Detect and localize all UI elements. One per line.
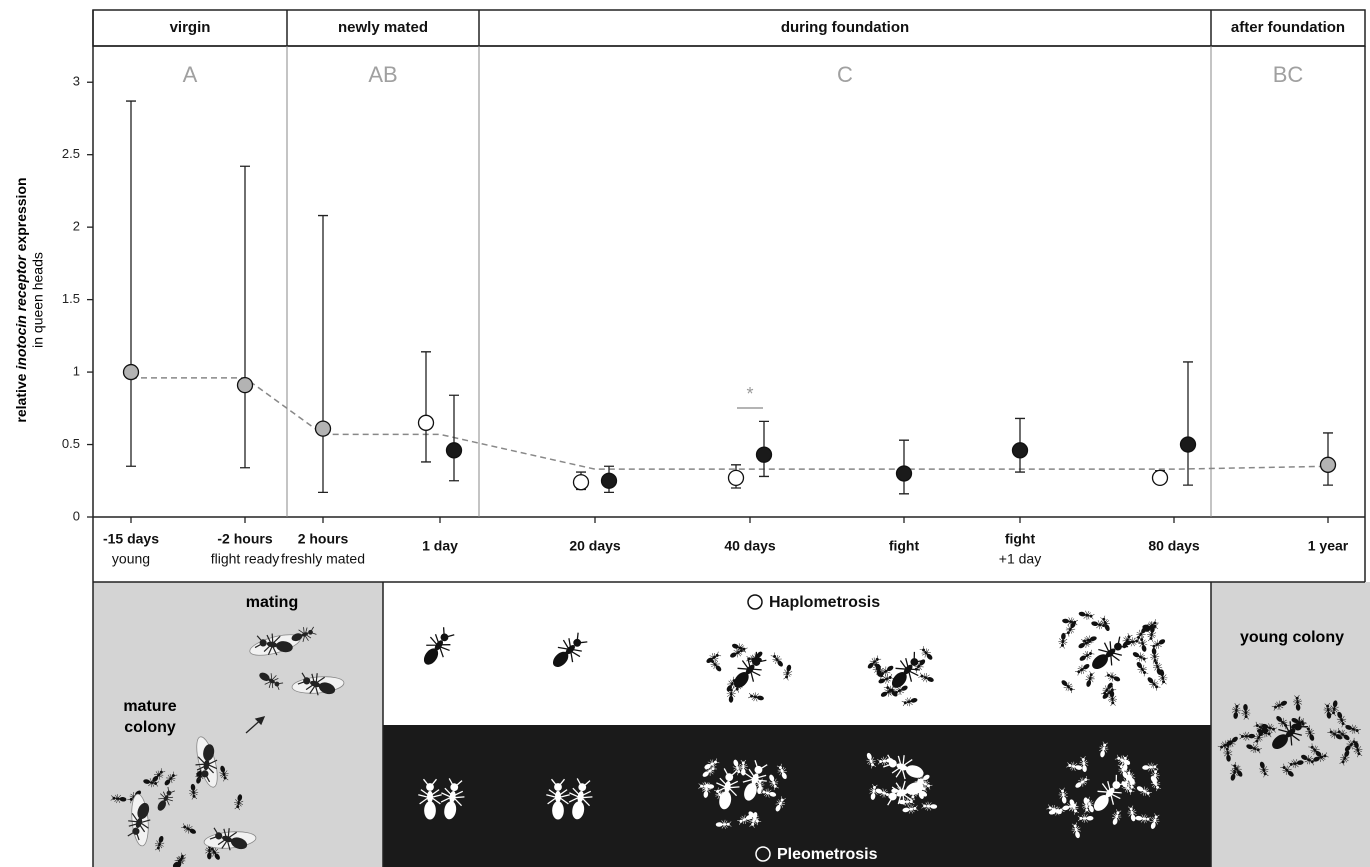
y-axis-label: relative inotocin receptor expression in… [13, 177, 46, 422]
y-tick-label: 0 [73, 508, 80, 523]
error-bar [126, 101, 136, 466]
error-bar [421, 352, 431, 462]
group-letter: BC [1273, 62, 1304, 87]
x-tick-label: 20 days [569, 538, 621, 554]
section-label: newly mated [338, 19, 428, 36]
y-tick-label: 3 [73, 74, 80, 89]
x-tick-label: 40 days [724, 538, 776, 554]
group-letter: A [183, 62, 198, 87]
data-point [729, 470, 744, 485]
x-tick-label: 1 day [422, 538, 458, 554]
y-tick-label: 2.5 [62, 146, 80, 161]
illustration-label: colony [124, 719, 176, 736]
y-tick-label: 2 [73, 219, 80, 234]
group-letter: AB [368, 62, 397, 87]
x-tick-label: -15 days [103, 531, 159, 547]
x-tick-label: 1 year [1308, 538, 1349, 554]
y-label-line1: relative inotocin receptor expression [13, 177, 29, 422]
illustration-label: young colony [1240, 629, 1344, 646]
x-tick-label: fight [1005, 531, 1036, 547]
data-point [447, 443, 462, 458]
data-point [238, 378, 253, 393]
legend-marker [756, 847, 770, 861]
data-point [1321, 457, 1336, 472]
figure: relative inotocin receptor expression in… [0, 0, 1370, 867]
y-label-line2: in queen heads [30, 252, 46, 348]
x-tick-label: -2 hours [217, 531, 272, 547]
legend-label: Haplometrosis [769, 594, 880, 611]
illustration-label: mature [123, 698, 176, 715]
significance-label: * [746, 384, 753, 404]
legend-marker [748, 595, 762, 609]
x-tick-label: 80 days [1148, 538, 1200, 554]
data-point [757, 447, 772, 462]
x-tick-sublabel: +1 day [999, 551, 1041, 567]
data-point [897, 466, 912, 481]
illustration-label: mating [246, 594, 298, 611]
y-tick-label: 1 [73, 364, 80, 379]
data-point [574, 475, 589, 490]
legend-label: Pleometrosis [777, 846, 878, 863]
y-tick-label: 1.5 [62, 291, 80, 306]
data-point [316, 421, 331, 436]
data-point [124, 365, 139, 380]
x-tick-label: fight [889, 538, 920, 554]
x-tick-sublabel: young [112, 551, 150, 567]
section-label: after foundation [1231, 19, 1345, 36]
section-label: during foundation [781, 19, 909, 36]
x-tick-sublabel: flight ready [211, 551, 279, 567]
data-point [1153, 470, 1168, 485]
y-tick-label: 0.5 [62, 436, 80, 451]
section-label: virgin [170, 19, 211, 36]
data-point [1181, 437, 1196, 452]
group-letter: C [837, 62, 853, 87]
error-bar [1183, 362, 1193, 485]
x-tick-label: 2 hours [298, 531, 349, 547]
error-bar [318, 216, 328, 493]
data-point [419, 415, 434, 430]
data-point [1013, 443, 1028, 458]
error-bar [240, 166, 250, 467]
x-tick-sublabel: freshly mated [281, 551, 365, 567]
data-point [602, 473, 617, 488]
trend-line [131, 378, 1328, 469]
